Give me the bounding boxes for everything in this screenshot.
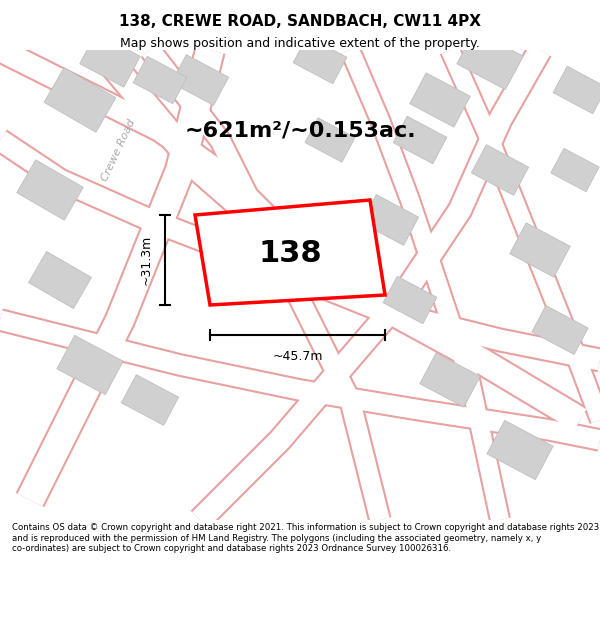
Text: Contains OS data © Crown copyright and database right 2021. This information is : Contains OS data © Crown copyright and d… [12,523,599,553]
Text: 138, CREWE ROAD, SANDBACH, CW11 4PX: 138, CREWE ROAD, SANDBACH, CW11 4PX [119,14,481,29]
Polygon shape [305,118,355,162]
Polygon shape [195,200,385,305]
Polygon shape [383,276,437,324]
Polygon shape [293,36,347,84]
Polygon shape [361,194,419,246]
Polygon shape [471,144,529,196]
Text: 138: 138 [258,239,322,268]
Polygon shape [410,72,470,127]
Polygon shape [44,68,116,132]
Polygon shape [57,336,123,394]
Polygon shape [171,54,229,106]
Polygon shape [532,306,588,354]
Polygon shape [121,374,179,426]
Polygon shape [553,66,600,114]
Text: ~31.3m: ~31.3m [140,235,153,285]
Polygon shape [393,116,447,164]
Text: ~621m²/~0.153ac.: ~621m²/~0.153ac. [184,120,416,140]
Polygon shape [80,32,140,88]
Polygon shape [487,421,553,479]
Polygon shape [420,352,480,408]
Polygon shape [17,160,83,220]
Polygon shape [133,56,187,104]
Polygon shape [28,251,92,309]
Text: ~45.7m: ~45.7m [272,350,323,363]
Text: Crewe Road: Crewe Road [99,118,137,182]
Polygon shape [551,148,599,192]
Text: Map shows position and indicative extent of the property.: Map shows position and indicative extent… [120,38,480,51]
Polygon shape [457,31,523,89]
Polygon shape [510,222,570,278]
